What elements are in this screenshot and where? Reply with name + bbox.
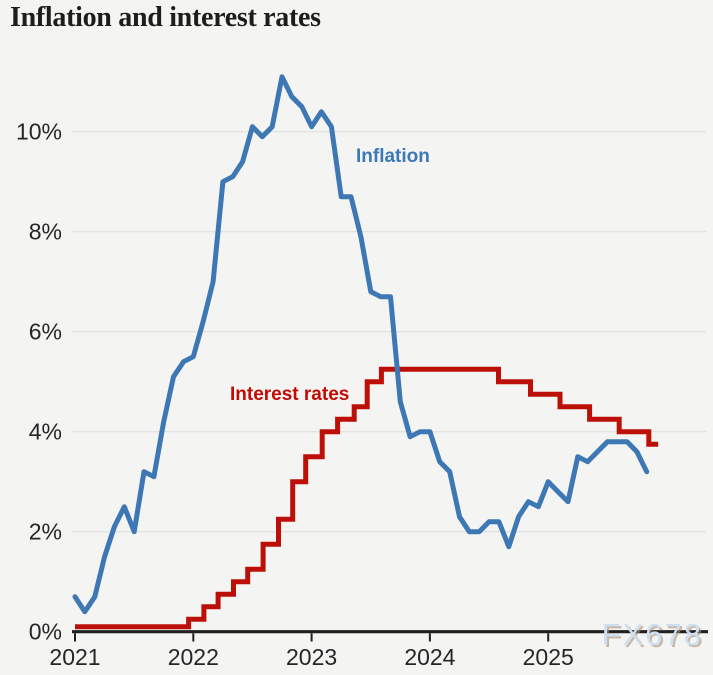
y-axis-label: 10% [16, 119, 62, 145]
x-axis-labels: 2021 2022 2023 2024 2025 [49, 644, 573, 670]
x-axis-label: 2023 [286, 644, 337, 670]
y-axis-label: 6% [29, 319, 62, 345]
x-axis-label: 2022 [168, 644, 219, 670]
y-axis-labels: 0% 2% 4% 6% 8% 10% [16, 119, 62, 645]
page-title: Inflation and interest rates [10, 2, 321, 33]
y-axis-label: 0% [29, 619, 62, 645]
x-axis-ticks [74, 633, 550, 642]
x-axis-label: 2021 [49, 644, 100, 670]
watermark-shadow: FX678 [604, 619, 705, 654]
interest-rates-line [75, 366, 659, 630]
y-axis-label: 4% [29, 419, 62, 445]
gridlines [72, 131, 706, 533]
x-axis-label: 2025 [523, 644, 574, 670]
inflation-line [72, 74, 650, 615]
watermark: FX678 [602, 617, 703, 652]
y-axis-label: 8% [29, 219, 62, 245]
x-axis-label: 2024 [404, 644, 455, 670]
inflation-series-label: Inflation [356, 146, 430, 167]
y-axis-label: 2% [29, 519, 62, 545]
interest-rates-series-label: Interest rates [230, 384, 349, 405]
